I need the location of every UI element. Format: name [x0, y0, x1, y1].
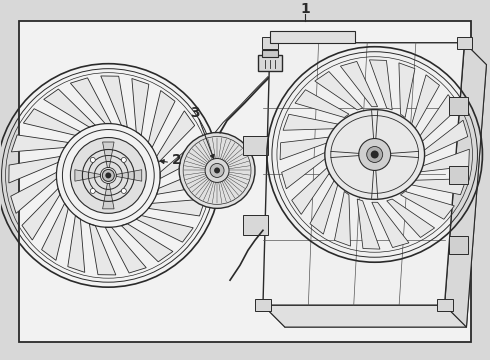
- Text: 2: 2: [172, 153, 182, 167]
- Polygon shape: [412, 75, 440, 129]
- Polygon shape: [160, 138, 206, 179]
- Polygon shape: [335, 192, 350, 246]
- Polygon shape: [75, 170, 100, 181]
- Polygon shape: [310, 180, 338, 234]
- Circle shape: [71, 138, 146, 213]
- Polygon shape: [399, 63, 415, 117]
- Polygon shape: [116, 170, 142, 181]
- Circle shape: [179, 132, 255, 208]
- Ellipse shape: [325, 109, 424, 199]
- Polygon shape: [101, 76, 127, 127]
- Circle shape: [90, 188, 95, 193]
- Polygon shape: [412, 179, 466, 195]
- Circle shape: [122, 157, 126, 162]
- Polygon shape: [148, 90, 175, 148]
- Circle shape: [205, 158, 229, 183]
- Polygon shape: [400, 192, 454, 219]
- Polygon shape: [357, 199, 380, 249]
- Polygon shape: [292, 167, 330, 215]
- Polygon shape: [102, 183, 114, 209]
- Polygon shape: [102, 142, 114, 167]
- FancyBboxPatch shape: [448, 96, 468, 114]
- Polygon shape: [295, 90, 349, 117]
- FancyBboxPatch shape: [262, 50, 278, 57]
- Polygon shape: [157, 111, 195, 162]
- Polygon shape: [71, 78, 111, 123]
- Circle shape: [214, 167, 220, 174]
- Polygon shape: [157, 168, 208, 194]
- Polygon shape: [68, 216, 85, 273]
- Polygon shape: [419, 149, 469, 172]
- Polygon shape: [9, 157, 60, 183]
- Polygon shape: [422, 120, 468, 157]
- Polygon shape: [105, 227, 146, 273]
- Bar: [243, 215, 268, 235]
- Polygon shape: [419, 95, 458, 143]
- Bar: [243, 135, 268, 156]
- Bar: [19, 21, 471, 342]
- Polygon shape: [11, 135, 68, 152]
- Circle shape: [102, 170, 114, 181]
- Bar: [457, 37, 472, 49]
- FancyBboxPatch shape: [448, 166, 468, 184]
- Polygon shape: [132, 78, 149, 135]
- Circle shape: [359, 139, 391, 170]
- Polygon shape: [369, 60, 392, 110]
- Circle shape: [122, 188, 126, 193]
- Polygon shape: [263, 305, 466, 327]
- Polygon shape: [283, 114, 338, 130]
- Circle shape: [210, 163, 224, 177]
- Polygon shape: [444, 43, 487, 327]
- Circle shape: [105, 172, 111, 179]
- Text: 1: 1: [300, 2, 310, 16]
- Polygon shape: [148, 199, 205, 216]
- Polygon shape: [280, 137, 330, 160]
- Text: 3: 3: [190, 105, 200, 120]
- Polygon shape: [263, 43, 465, 305]
- Polygon shape: [44, 89, 95, 127]
- Polygon shape: [11, 172, 56, 213]
- Bar: [262, 37, 278, 49]
- Polygon shape: [341, 62, 378, 107]
- Bar: [437, 299, 452, 311]
- Polygon shape: [122, 224, 173, 262]
- Bar: [255, 299, 271, 311]
- Polygon shape: [136, 216, 193, 242]
- Polygon shape: [24, 109, 80, 135]
- Polygon shape: [42, 203, 68, 260]
- Polygon shape: [22, 189, 60, 240]
- FancyBboxPatch shape: [258, 55, 282, 71]
- Circle shape: [371, 150, 379, 158]
- Polygon shape: [270, 31, 355, 43]
- Circle shape: [90, 157, 95, 162]
- FancyBboxPatch shape: [448, 236, 468, 254]
- Polygon shape: [282, 152, 327, 189]
- Polygon shape: [89, 224, 116, 275]
- Polygon shape: [372, 202, 409, 248]
- Polygon shape: [285, 65, 487, 327]
- Polygon shape: [315, 72, 363, 110]
- Polygon shape: [387, 199, 435, 238]
- Circle shape: [367, 147, 383, 162]
